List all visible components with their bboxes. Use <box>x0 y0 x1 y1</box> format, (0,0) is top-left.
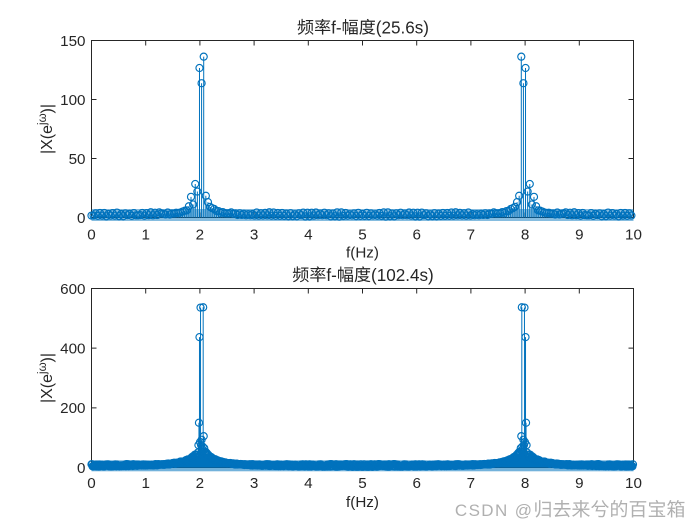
svg-text:6: 6 <box>412 226 420 243</box>
svg-text:3: 3 <box>250 226 258 243</box>
svg-text:7: 7 <box>467 226 475 243</box>
svg-text:3: 3 <box>250 475 258 492</box>
svg-text:|X(ejω)|: |X(ejω)| <box>37 353 56 403</box>
svg-text:CSDN @: CSDN @ <box>455 501 534 520</box>
svg-text:f(Hz): f(Hz) <box>346 245 379 262</box>
svg-text:|X(ejω)|: |X(ejω)| <box>37 104 56 154</box>
svg-text:(25.6s): (25.6s) <box>376 18 429 37</box>
svg-text:150: 150 <box>60 33 85 50</box>
svg-text:7: 7 <box>467 475 475 492</box>
svg-text:1: 1 <box>141 226 149 243</box>
svg-text:1: 1 <box>141 475 149 492</box>
svg-text:4: 4 <box>304 226 312 243</box>
svg-text:5: 5 <box>358 226 366 243</box>
svg-text:8: 8 <box>521 226 529 243</box>
svg-text:200: 200 <box>60 400 85 417</box>
svg-text:(102.4s): (102.4s) <box>371 266 434 285</box>
svg-text:0: 0 <box>87 475 95 492</box>
svg-text:9: 9 <box>575 226 583 243</box>
svg-text:50: 50 <box>69 151 86 168</box>
svg-text:400: 400 <box>60 341 85 358</box>
svg-text:0: 0 <box>87 226 95 243</box>
svg-text:6: 6 <box>412 475 420 492</box>
svg-text:5: 5 <box>358 475 366 492</box>
svg-text:8: 8 <box>521 475 529 492</box>
svg-text:0: 0 <box>77 460 85 477</box>
svg-text:f-: f- <box>326 266 336 285</box>
svg-text:10: 10 <box>625 475 642 492</box>
svg-text:0: 0 <box>77 210 85 227</box>
svg-text:9: 9 <box>575 475 583 492</box>
svg-text:f-: f- <box>331 18 341 37</box>
svg-text:600: 600 <box>60 281 85 298</box>
svg-text:2: 2 <box>196 226 204 243</box>
svg-text:2: 2 <box>196 475 204 492</box>
svg-text:100: 100 <box>60 92 85 109</box>
svg-text:10: 10 <box>625 226 642 243</box>
svg-text:f(Hz): f(Hz) <box>346 494 379 511</box>
svg-text:CSDN @: CSDN @ <box>456 502 535 521</box>
svg-text:4: 4 <box>304 475 312 492</box>
